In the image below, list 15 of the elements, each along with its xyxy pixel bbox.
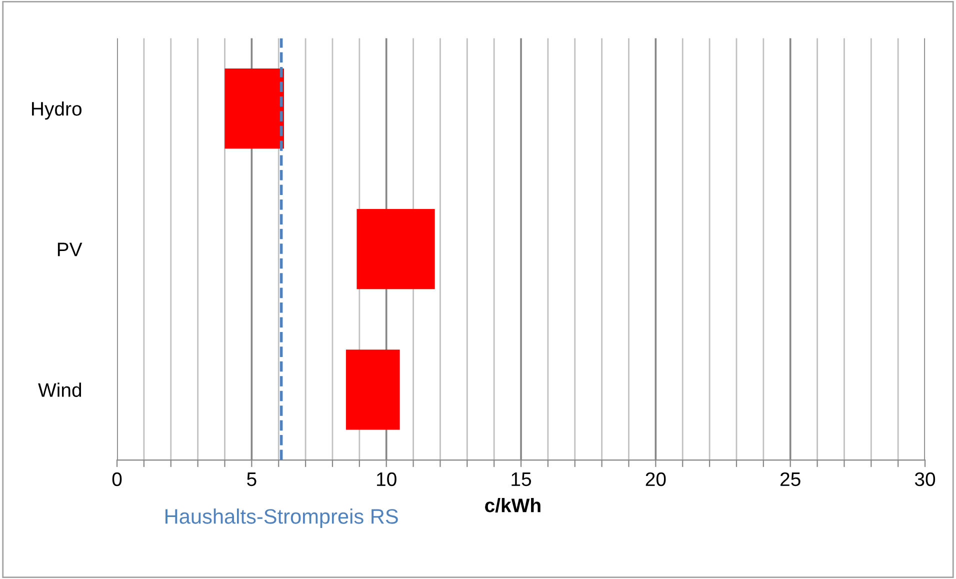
bar	[346, 350, 400, 430]
ref-line-label: Haushalts-Strompreis RS	[166, 508, 398, 528]
bar	[356, 209, 435, 290]
bar	[224, 68, 284, 149]
x-tick-label: 20	[646, 472, 666, 486]
y-tick-label: Hydro	[32, 101, 82, 120]
x-tick-label: 5	[247, 472, 256, 486]
x-tick-label: 30	[914, 472, 936, 486]
y-tick-label: PV	[58, 242, 82, 256]
x-tick-label: 15	[512, 472, 532, 486]
x-tick-label: 0	[112, 472, 122, 486]
x-tick-label: 25	[780, 472, 800, 486]
x-axis-title: c/kWh	[485, 498, 540, 512]
y-tick-label: Wind	[38, 382, 82, 397]
x-tick-label: 10	[377, 472, 396, 486]
